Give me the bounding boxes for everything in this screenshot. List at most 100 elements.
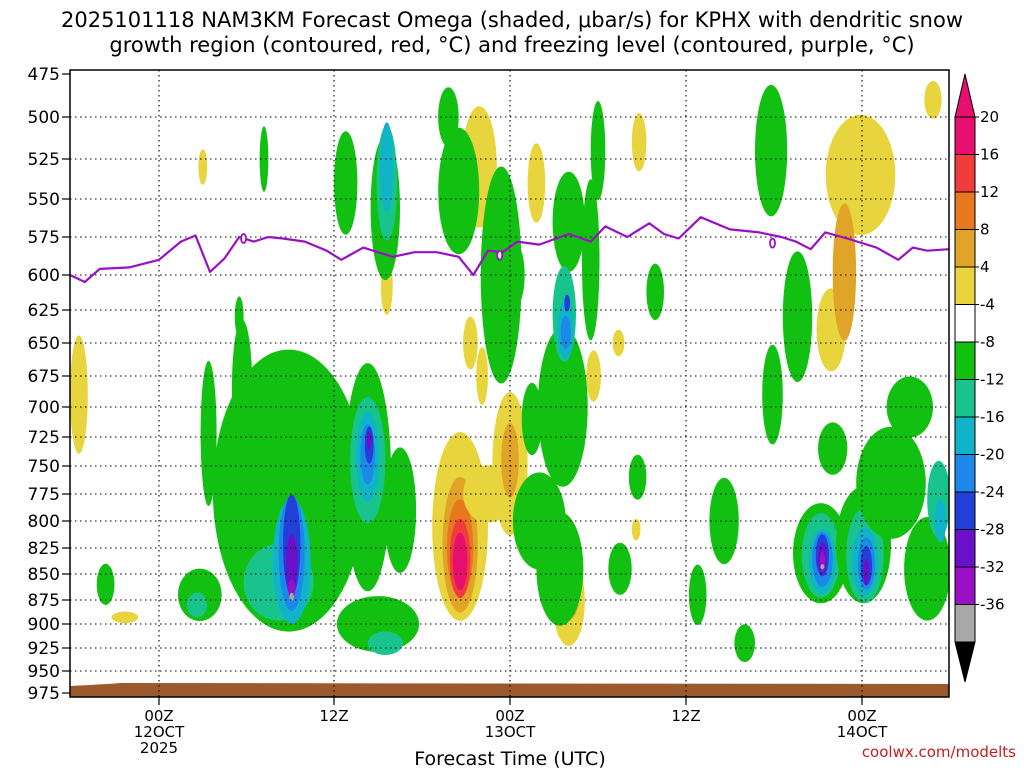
colorbar-swatch-11 (954, 529, 976, 568)
omega-cell-36 (285, 534, 298, 593)
colorbar-label--20: -20 (980, 446, 1005, 464)
y-tick-label-675: 675 (28, 367, 60, 387)
colorbar-label--12: -12 (980, 371, 1005, 389)
omega-cell-64 (536, 511, 584, 626)
colorbar-swatch-7 (954, 379, 976, 418)
omega-cell-26 (825, 114, 896, 236)
x-tick-label-h30: 00Z (495, 707, 524, 725)
omega-cell-75 (646, 263, 664, 320)
colorbar-label-16: 16 (980, 146, 999, 164)
y-tick-label-700: 700 (28, 398, 60, 418)
colorbar-swatch-1 (954, 154, 976, 193)
colorbar-swatch-9 (954, 454, 976, 493)
x-tick-year-h6: 2025 (140, 739, 178, 757)
y-tick-label-725: 725 (28, 428, 60, 448)
omega-cell-37 (288, 579, 296, 598)
omega-cell-101 (96, 563, 115, 606)
colorbar-swatch-0 (954, 116, 976, 155)
omega-cell-1 (111, 611, 139, 624)
omega-cell-74 (628, 454, 647, 500)
y-tick-label-650: 650 (28, 334, 60, 354)
omega-cell-17 (527, 143, 546, 223)
y-tick-label-775: 775 (28, 485, 60, 505)
omega-cell-10 (452, 532, 468, 591)
colorbar-swatch-13 (954, 604, 976, 643)
y-tick-label-525: 525 (28, 150, 60, 170)
omega-cell-94 (863, 558, 870, 585)
colorbar-label--8: -8 (980, 333, 995, 351)
omega-cell-16 (476, 347, 488, 405)
freezing-level-label-2 (769, 237, 776, 249)
freezing-level-line (70, 216, 949, 284)
colorbar-swatch-5 (954, 304, 976, 343)
omega-cell-52 (367, 631, 403, 655)
colorbar-swatch-3 (954, 229, 976, 268)
colorbar-label--24: -24 (980, 483, 1005, 501)
omega-cell-2 (198, 149, 208, 185)
colorbar-swatch-6 (954, 341, 976, 380)
omega-cell-76 (688, 564, 707, 625)
omega-cell-97 (904, 517, 949, 621)
omega-cell-38 (289, 592, 294, 602)
omega-cell-50 (380, 122, 394, 212)
y-tick-label-975: 975 (28, 684, 60, 704)
omega-cell-54 (334, 131, 358, 235)
omega-cell-77 (709, 477, 739, 565)
omega-cell-39 (200, 360, 217, 506)
colorbar-label-4: 4 (980, 258, 990, 276)
colorbar-bottom-arrow (954, 641, 976, 683)
omega-cell-61 (504, 242, 525, 308)
omega-cell-25 (631, 113, 647, 172)
x-tick-label-h18: 12Z (319, 707, 348, 725)
omega-cell-102 (886, 376, 933, 438)
colorbar-swatch-2 (954, 191, 976, 230)
y-tick-label-925: 925 (28, 639, 60, 659)
omega-cell-95 (818, 422, 848, 475)
omega-cell-53 (383, 447, 417, 573)
colorbar-label--36: -36 (980, 596, 1005, 614)
colorbar-label--28: -28 (980, 521, 1005, 539)
omega-cell-24 (631, 518, 641, 541)
y-tick-label-575: 575 (28, 228, 60, 248)
omega-cell-96 (856, 426, 926, 539)
colorbar: 20 16 12 8 4 -4 -8 -12 -16 -20 -24 -28 -32 -36 (954, 73, 1005, 683)
freezing-level (70, 216, 949, 284)
omega-cell-29 (924, 80, 942, 119)
y-tick-label-600: 600 (28, 266, 60, 286)
y-tick-label-550: 550 (28, 190, 60, 210)
omega-cell-71 (581, 179, 600, 341)
colorbar-swatch-10 (954, 491, 976, 530)
y-tick-label-850: 850 (28, 565, 60, 585)
omega-cell-59 (438, 87, 459, 147)
colorbar-label--16: -16 (980, 408, 1005, 426)
colorbar-label-12: 12 (980, 183, 999, 201)
omega-cell-66 (552, 171, 585, 272)
omega-cell-65 (537, 327, 588, 487)
x-tick-label-h54: 00Z (847, 707, 876, 725)
y-axis: 475 500 525 550 575 600 625 650 675 700 725 750 775 8… (28, 65, 70, 704)
y-tick-label-875: 875 (28, 591, 60, 611)
omega-cell-78 (734, 624, 755, 663)
omega-cell-41 (186, 592, 208, 618)
y-tick-label-500: 500 (28, 108, 60, 128)
omega-cell-62 (521, 382, 543, 456)
omega-cell-55 (259, 126, 269, 192)
omega-cell-0 (70, 335, 88, 454)
omega-cell-58 (438, 127, 480, 255)
y-tick-label-750: 750 (28, 457, 60, 477)
x-tick-date-h54: 14OCT (837, 723, 888, 741)
y-tick-label-475: 475 (28, 65, 60, 85)
omega-cell-23 (612, 329, 625, 357)
colorbar-label-8: 8 (980, 221, 990, 239)
omega-cell-73 (608, 542, 632, 595)
y-tick-label-625: 625 (28, 301, 60, 321)
omega-cell-22 (586, 350, 601, 402)
colorbar-label--4: -4 (980, 296, 995, 314)
omega-cell-79 (755, 84, 788, 217)
y-tick-label-825: 825 (28, 539, 60, 559)
omega-cell-88 (820, 564, 825, 570)
omega-cell-28 (832, 203, 857, 341)
omega-cell-69 (560, 315, 571, 349)
